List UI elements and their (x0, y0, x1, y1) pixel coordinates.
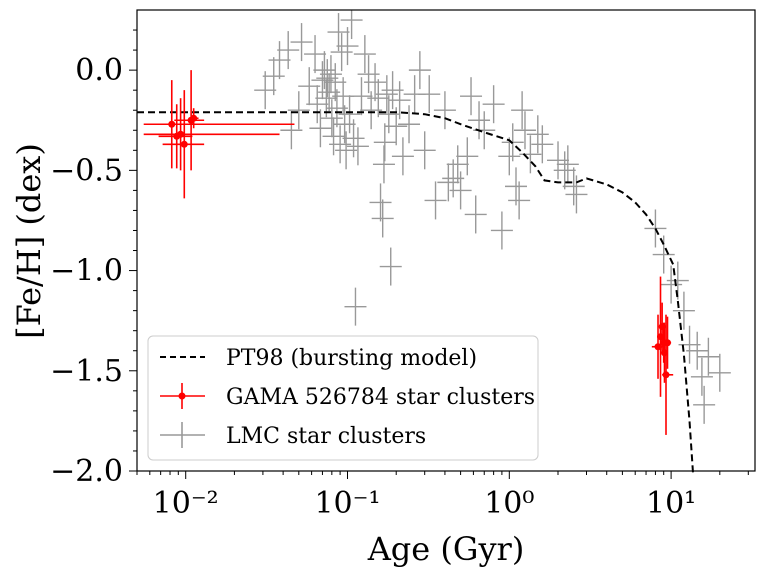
gama-point-11 (662, 371, 670, 379)
y-tick-label-3: −1.5 (50, 354, 123, 389)
gama-point-2 (177, 130, 185, 138)
legend-gama-label: GAMA 526784 star clusters (226, 385, 535, 410)
x-axis-label: Age (Gyr) (367, 530, 525, 568)
legend: PT98 (bursting model) GAMA 526784 star c… (147, 335, 539, 461)
x-tick-label-0: 10⁻² (153, 486, 219, 521)
x-tick-label-2: 10⁰ (484, 486, 534, 521)
y-tick-label-4: −2.0 (50, 454, 123, 489)
model-series (137, 111, 695, 477)
gama-point-12 (664, 339, 672, 347)
lmc-series (254, 10, 731, 424)
y-tick-label-1: −0.5 (50, 153, 123, 188)
gama-point-0 (168, 120, 176, 128)
x-axis: 10⁻² 10⁻¹ 10⁰ 10¹ (136, 471, 749, 521)
x-tick-label-1: 10⁻¹ (314, 486, 380, 521)
legend-model-label: PT98 (bursting model) (226, 346, 477, 371)
model-curve (137, 111, 695, 477)
y-tick-label-2: −1.0 (50, 254, 123, 289)
gama-point-5 (190, 114, 198, 122)
gama-series (143, 70, 674, 435)
plot-frame (136, 9, 756, 472)
y-axis-label: [Fe/H] (dex) (10, 143, 48, 339)
legend-box (147, 335, 539, 461)
gama-point-3 (180, 140, 188, 148)
y-axis: 0.0 −0.5 −1.0 −1.5 −2.0 (50, 29, 137, 489)
x-tick-label-3: 10¹ (646, 486, 696, 521)
legend-lmc-label: LMC star clusters (226, 424, 426, 449)
y-tick-label-0: 0.0 (75, 53, 123, 88)
legend-gama-swatch (160, 383, 205, 409)
legend-lmc-swatch (160, 422, 205, 448)
